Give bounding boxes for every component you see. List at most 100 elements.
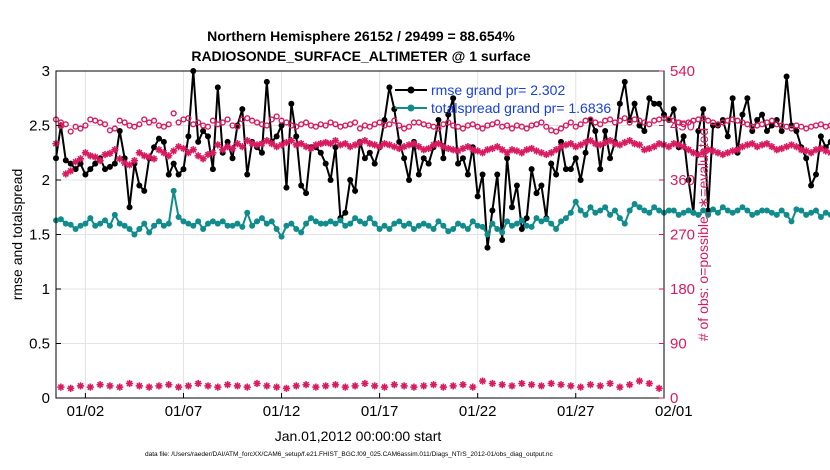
obs-evaluated-low-point	[165, 381, 173, 389]
legend-entry-label: totalspread grand pr= 1.6836	[431, 100, 611, 116]
obs-evaluated-low-point	[224, 381, 232, 389]
series-point	[303, 190, 310, 197]
series-point	[239, 106, 246, 113]
series-point	[303, 220, 310, 227]
obs-evaluated-point	[287, 137, 295, 145]
series-point	[773, 211, 780, 218]
y-left-tick-label: 2.5	[29, 118, 50, 135]
series-point	[602, 204, 609, 211]
obs-evaluated-low-point	[420, 382, 428, 390]
series-point	[342, 222, 349, 229]
obs-possible-point	[209, 117, 217, 124]
obs-evaluated-point	[106, 149, 114, 157]
obs-possible-point	[283, 119, 290, 126]
series-point	[813, 207, 819, 214]
series-point	[67, 221, 74, 228]
series-point	[558, 138, 565, 145]
series-point	[592, 209, 599, 216]
series-point	[337, 217, 344, 224]
obs-possible-point	[312, 123, 319, 130]
series-point	[656, 100, 663, 107]
obs-possible-point	[543, 123, 550, 130]
series-point	[754, 117, 761, 124]
series-point	[347, 177, 354, 183]
obs-possible-point	[616, 117, 623, 124]
obs-evaluated-point	[67, 167, 75, 175]
obs-evaluated-point	[179, 144, 188, 153]
obs-possible-point	[376, 119, 383, 126]
series-point	[268, 218, 275, 225]
series-point	[602, 127, 609, 134]
obs-evaluated-point	[62, 170, 70, 178]
series-point	[278, 233, 285, 240]
obs-possible-point	[553, 128, 560, 135]
y-right-tick-label: 0	[670, 390, 678, 407]
obs-evaluated-low-point	[145, 383, 153, 391]
obs-evaluated-point	[792, 143, 800, 151]
series-point	[155, 135, 162, 142]
obs-evaluated-low-point	[302, 381, 310, 389]
series-point	[553, 171, 560, 178]
series-point	[195, 218, 202, 225]
series-point	[106, 222, 113, 229]
obs-evaluated-point	[155, 146, 163, 154]
obs-evaluated-point	[76, 155, 85, 163]
y-axis-label-right: # of obs: o=possible; ∗=evaluated	[695, 128, 711, 341]
series-point	[528, 223, 535, 230]
series-point	[783, 211, 790, 218]
obs-evaluated-low-point	[439, 383, 447, 391]
series-point	[435, 218, 442, 225]
obs-possible-point	[508, 125, 516, 132]
series-point	[803, 155, 810, 162]
series-point	[352, 215, 359, 222]
series-point	[229, 155, 236, 162]
obs-possible-point	[445, 119, 452, 126]
obs-possible-point	[744, 121, 751, 128]
ticks-layer: 01/02 01/07 01/12 01/17 01/22 01/27 02/0100.51…	[29, 63, 695, 420]
series-point	[175, 171, 182, 178]
obs-evaluated-low-point	[635, 377, 644, 385]
series-point	[685, 177, 692, 183]
obs-evaluated-low-point	[116, 383, 124, 391]
series-point	[185, 133, 192, 140]
obs-evaluated-low-point	[429, 381, 438, 389]
series-point	[523, 215, 530, 222]
series-point	[479, 223, 486, 230]
obs-evaluated-point	[361, 137, 369, 145]
series-point	[396, 218, 403, 225]
series-point	[361, 220, 368, 227]
series-point	[783, 73, 790, 80]
series-point	[97, 220, 104, 227]
obs-possible-point	[165, 121, 172, 128]
series-point	[817, 133, 824, 140]
series-point	[773, 117, 780, 124]
series-point	[553, 226, 560, 233]
series-point	[391, 220, 398, 227]
series-point	[558, 218, 565, 225]
obs-possible-point	[244, 115, 251, 122]
x-axis-label: Jan.01,2012 00:00:00 start	[275, 428, 442, 444]
series-point	[219, 218, 226, 225]
obs-possible-point	[67, 128, 74, 135]
y-right-tick-label: 90	[670, 336, 687, 353]
obs-evaluated-low-point	[547, 379, 555, 388]
series-point	[200, 226, 207, 233]
obs-possible-point	[160, 123, 167, 130]
series-point	[484, 244, 491, 251]
obs-evaluated-point	[704, 146, 712, 154]
obs-evaluated-low-point	[331, 381, 340, 389]
obs-evaluated-point	[518, 149, 526, 157]
obs-evaluated-low-point	[86, 383, 94, 391]
obs-evaluated-low-point	[498, 381, 506, 389]
series-point	[111, 211, 118, 218]
series-point	[244, 209, 251, 216]
series-point	[597, 166, 604, 173]
series-point	[582, 149, 589, 156]
obs-possible-point	[141, 116, 148, 123]
obs-evaluated-point	[130, 157, 139, 165]
series-point	[513, 220, 520, 227]
series-point	[533, 190, 540, 197]
series-point	[793, 127, 800, 134]
obs-evaluated-low-point	[577, 383, 585, 391]
